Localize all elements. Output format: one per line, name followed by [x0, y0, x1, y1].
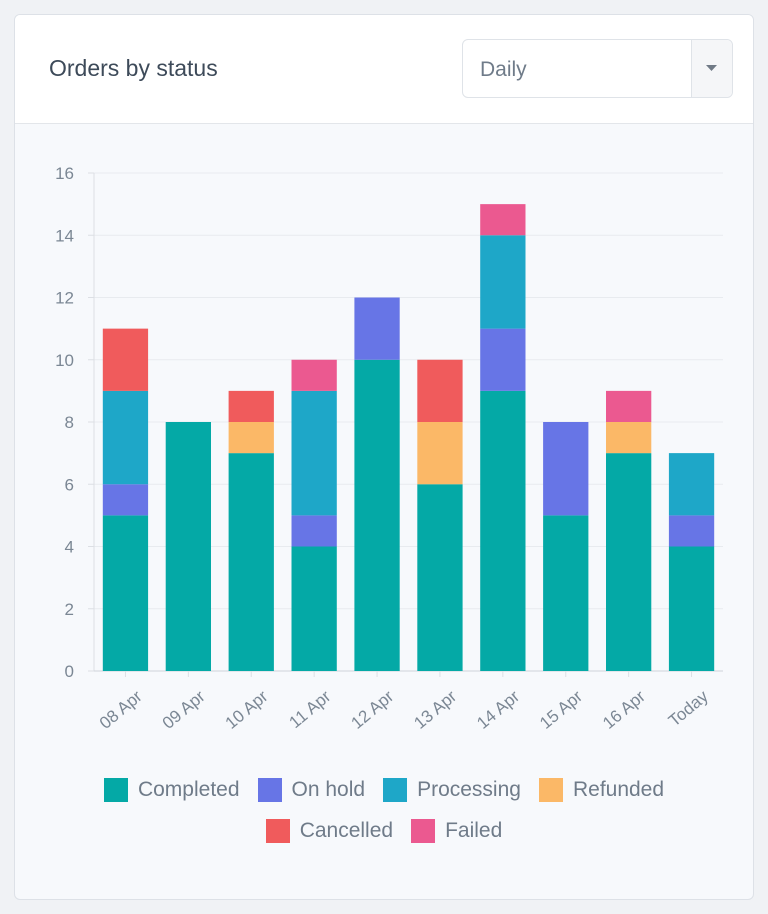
bar-segment — [480, 235, 526, 329]
y-tick-label: 0 — [65, 662, 74, 681]
x-tick-label: 14 Apr — [473, 686, 523, 732]
bar-segment — [228, 422, 274, 454]
x-tick-label: 16 Apr — [599, 686, 649, 732]
bar-segment — [606, 390, 652, 422]
bar-segment — [606, 422, 652, 454]
bar-segment — [417, 422, 463, 485]
bar-segment — [102, 390, 149, 485]
orders-chart: 0 2 4 6 8 10 12 14 16 08 Apr 09 Apr 10 Apr 11 Apr 12 … — [55, 164, 723, 733]
bar-segment — [668, 453, 715, 516]
legend-label: Refunded — [572, 778, 665, 801]
x-tick-label: 13 Apr — [410, 686, 460, 732]
bar-segment — [606, 453, 652, 671]
bar-segment — [102, 484, 149, 516]
y-tick-label: 16 — [55, 164, 74, 183]
x-tick-label: 08 Apr — [96, 686, 146, 732]
card-header: Orders by status Daily — [15, 15, 753, 124]
card-title: Orders by status — [49, 55, 218, 81]
x-tick-label: 09 Apr — [159, 686, 209, 732]
y-tick-label: 12 — [55, 289, 74, 308]
legend-item[interactable]: Completed — [103, 778, 240, 802]
legend-swatch — [411, 819, 436, 843]
bar-segment — [354, 359, 400, 671]
y-tick-label: 8 — [65, 413, 74, 432]
bar-segment — [668, 515, 715, 547]
bar-segment — [102, 328, 149, 391]
x-tick-label: 15 Apr — [536, 686, 586, 732]
y-tick-label: 4 — [65, 538, 74, 557]
bar-segment — [480, 204, 526, 236]
legend-label: Cancelled — [299, 819, 394, 842]
legend-label: On hold — [291, 778, 366, 801]
legend-label: Failed — [445, 819, 503, 842]
caret-down-icon — [706, 65, 717, 71]
legend-swatch — [257, 778, 282, 802]
bar-segment — [543, 422, 589, 516]
y-tick-label: 2 — [65, 600, 74, 619]
bar-segment — [480, 390, 526, 671]
bar-segment — [291, 546, 337, 671]
period-select-toggle[interactable] — [691, 40, 732, 97]
bar-segment — [543, 515, 589, 671]
bar-segment — [291, 390, 337, 516]
legend-swatch — [383, 778, 408, 802]
x-tick-label: Today — [665, 686, 712, 730]
legend-swatch — [265, 819, 290, 843]
bar-segment — [165, 422, 211, 671]
bar-segment — [291, 359, 337, 391]
y-tick-label: 14 — [55, 226, 74, 245]
legend-item[interactable]: Refunded — [538, 778, 665, 802]
x-tick-label: 10 Apr — [222, 686, 272, 732]
bar-segment — [668, 546, 715, 671]
legend-item[interactable]: Cancelled — [265, 819, 394, 843]
bar-segment — [291, 515, 337, 547]
bar-segment — [228, 390, 274, 422]
y-tick-label: 6 — [65, 475, 74, 494]
bar-segment — [228, 453, 274, 671]
bar-segment — [102, 515, 149, 671]
period-select-value: Daily — [480, 58, 527, 81]
chart-legend: Completed On hold Processing Refunded Cancel… — [15, 778, 753, 843]
bar-segment — [354, 297, 400, 360]
legend-label: Processing — [417, 778, 521, 801]
legend-item[interactable]: Processing — [383, 778, 521, 802]
y-tick-label: 10 — [55, 351, 74, 370]
bar-segment — [480, 328, 526, 391]
x-tick-label: 12 Apr — [347, 686, 397, 732]
x-tick-label: 11 Apr — [286, 686, 335, 732]
legend-swatch — [103, 778, 128, 802]
legend-swatch — [538, 778, 563, 802]
legend-item[interactable]: On hold — [257, 778, 366, 802]
bar-segment — [417, 359, 463, 422]
period-select[interactable]: Daily — [462, 39, 733, 98]
legend-item[interactable]: Failed — [411, 819, 502, 843]
orders-by-status-card: Orders by status Daily 0 2 4 6 8 10 12 14 16 08 A… — [14, 14, 754, 900]
bar-segment — [417, 484, 463, 671]
legend-label: Completed — [137, 778, 240, 801]
